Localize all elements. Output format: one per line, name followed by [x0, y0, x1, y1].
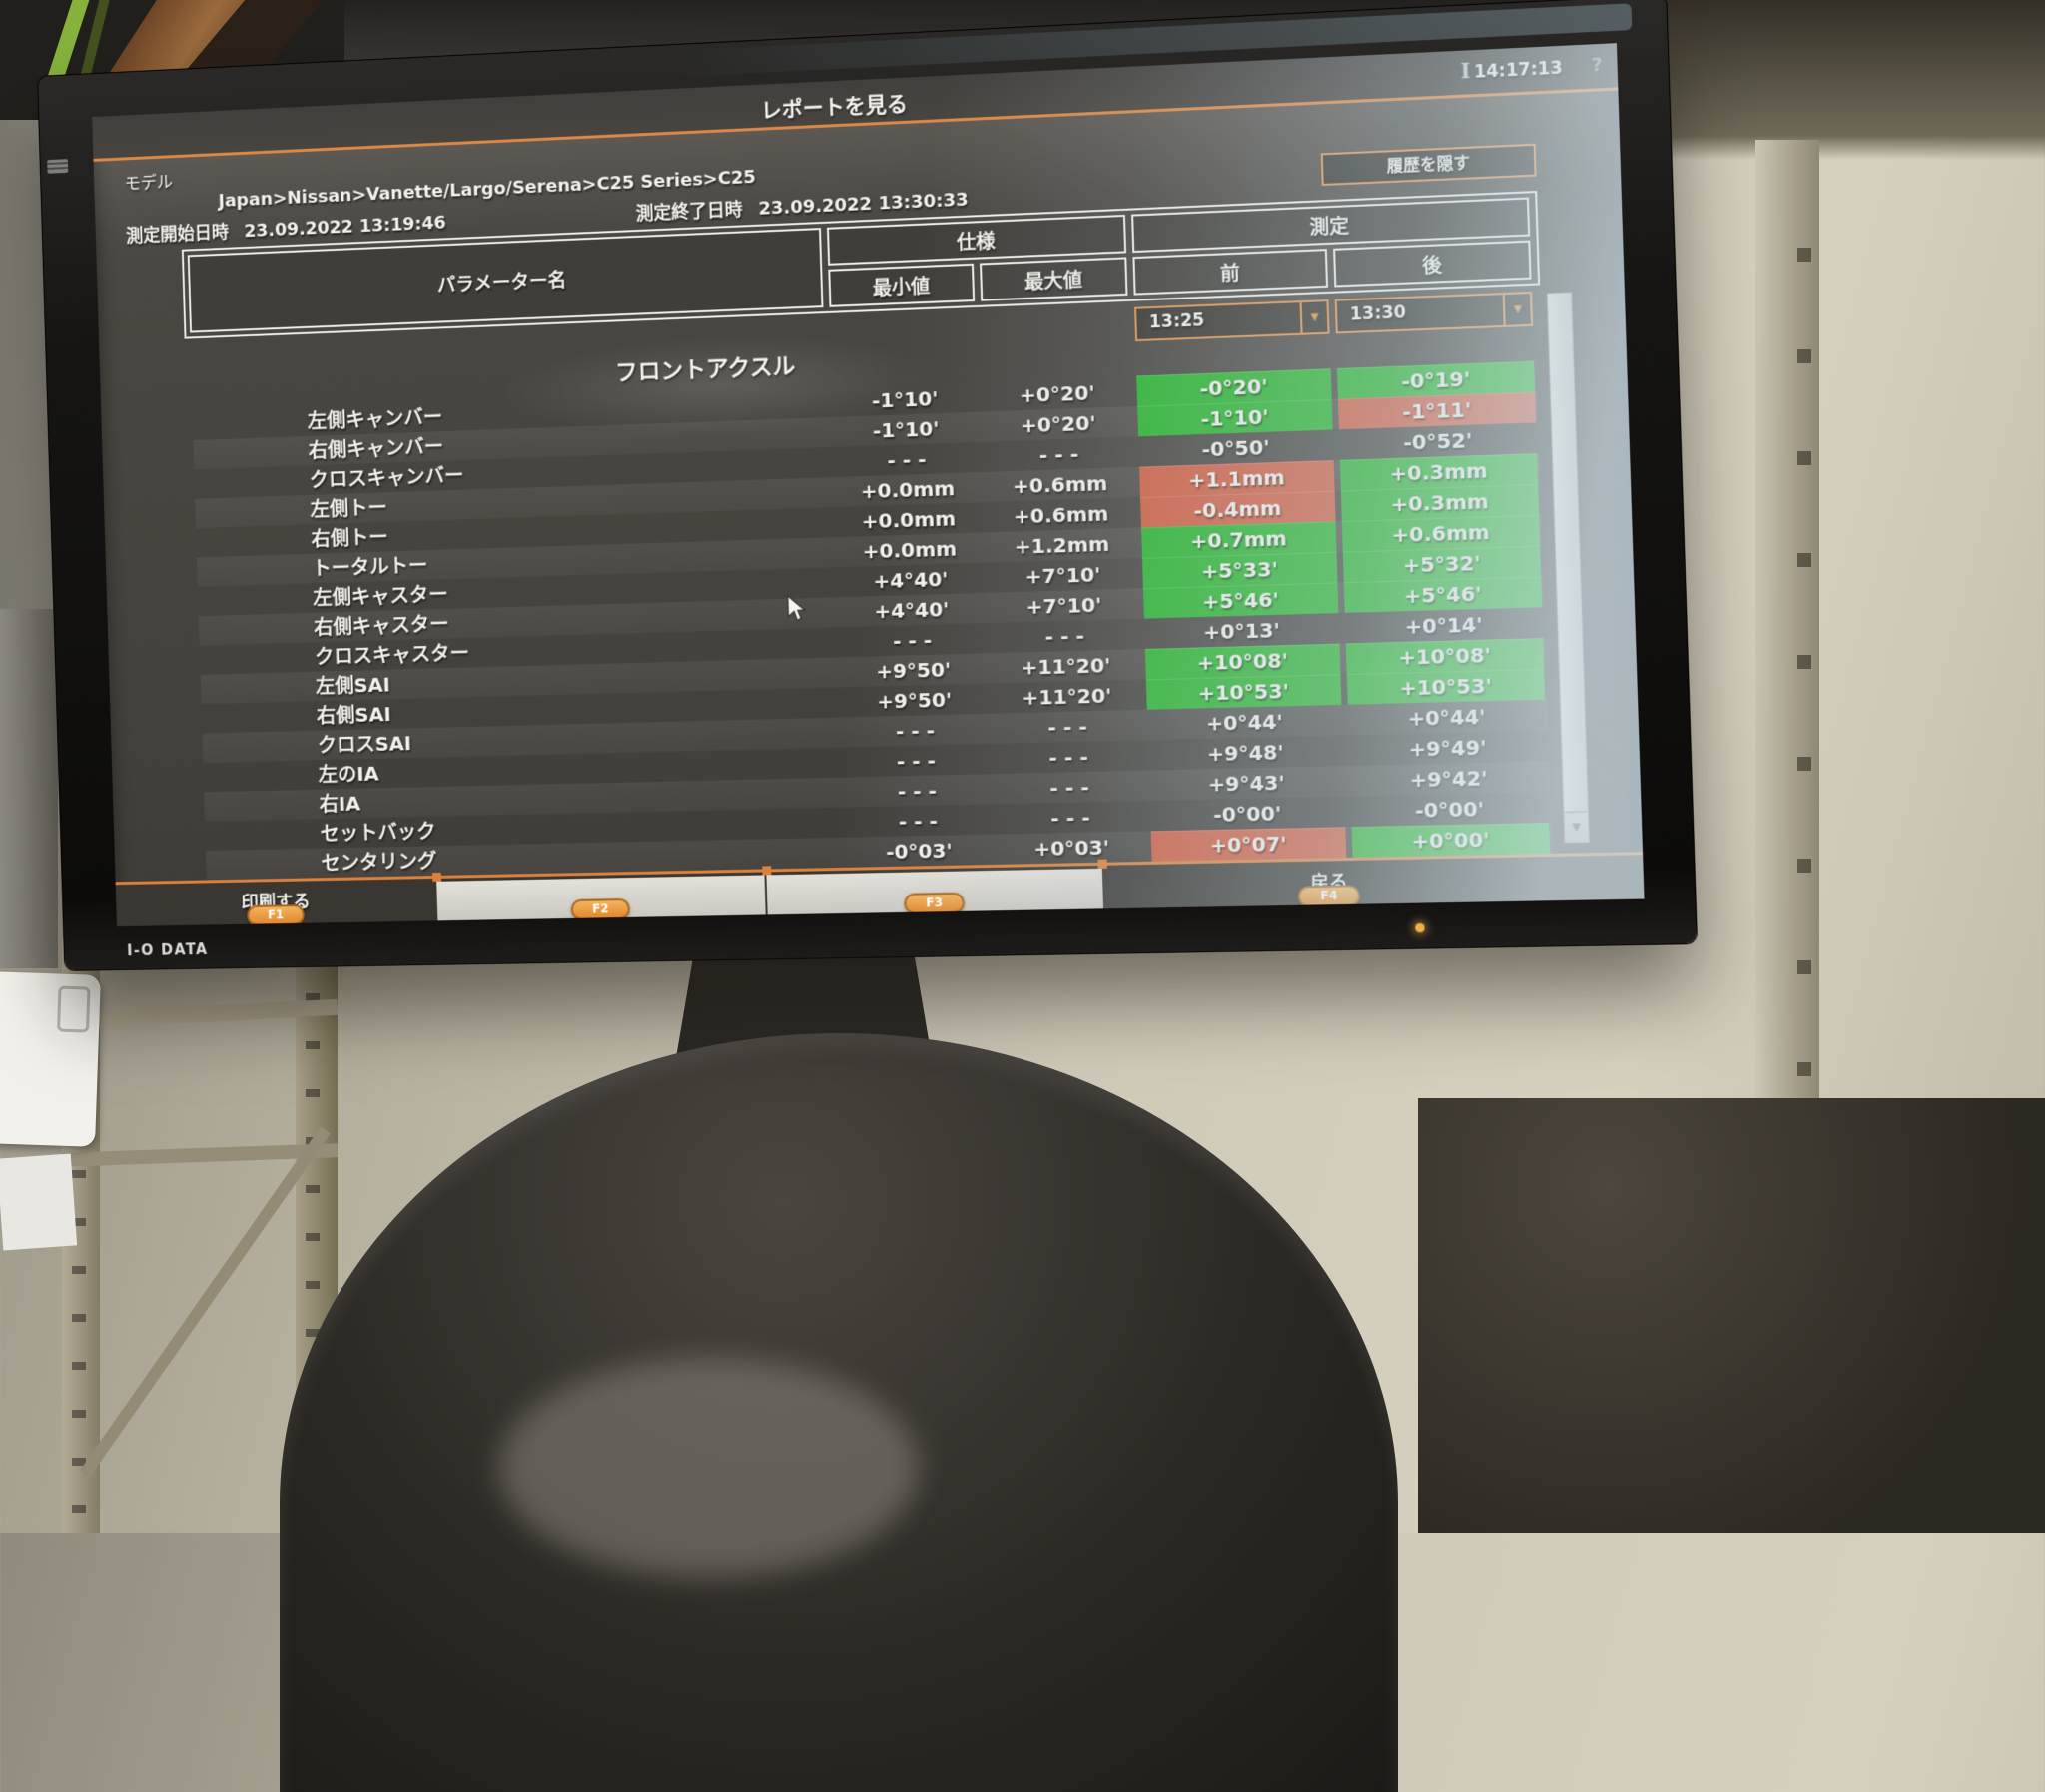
chevron-down-icon[interactable]: ▼ [1503, 294, 1531, 325]
alignment-report-screen: レポートを見る I 14:17:13 ? モデル Japan>Nissan>Va… [92, 43, 1644, 926]
stand-highlight [499, 1358, 919, 1577]
max-value: - - - [996, 771, 1143, 805]
chevron-down-icon[interactable]: ▼ [1300, 301, 1328, 333]
after-value: +0°44' [1348, 700, 1546, 736]
min-value: +0.0mm [835, 472, 982, 507]
model-label: モデル [124, 168, 173, 195]
max-value: +0.6mm [987, 467, 1134, 502]
table-rows: 左側キャンバー -1°10' +0°20' -0°20' -0°19' 右側キャンバー -1… [193, 361, 1553, 881]
max-value: +1.2mm [989, 528, 1136, 563]
wall-panel [0, 609, 58, 968]
before-time-value: 13:25 [1136, 302, 1300, 339]
paper-clip [57, 986, 91, 1033]
min-value: +4°40' [838, 563, 985, 598]
before-value: +9°48' [1148, 735, 1344, 770]
f2-key-badge[interactable]: F2 [571, 898, 631, 920]
start-date-value: 23.09.2022 13:19:46 [244, 213, 446, 243]
hide-history-button[interactable]: 履歴を隠す [1321, 144, 1537, 186]
after-value: +9°42' [1350, 761, 1548, 796]
slot-divider [432, 873, 441, 882]
monitor: レポートを見る I 14:17:13 ? モデル Japan>Nissan>Va… [38, 0, 1697, 970]
bezel-indicator-icon [47, 159, 68, 174]
power-led [1415, 923, 1425, 932]
help-icon[interactable]: ? [1591, 54, 1603, 76]
max-value: +0.6mm [988, 497, 1135, 532]
max-value: +7°10' [989, 558, 1136, 593]
min-value: +9°50' [840, 653, 987, 687]
monitor-brand-logo: I-O DATA [127, 940, 209, 959]
clock: 14:17:13 [1474, 58, 1563, 83]
min-value: +9°50' [841, 684, 988, 718]
start-date-label: 測定開始日時 [126, 222, 229, 247]
before-header: 前 [1132, 249, 1328, 296]
end-date-label: 測定終了日時 [635, 199, 742, 225]
min-value: - - - [842, 714, 989, 748]
max-value: - - - [991, 619, 1138, 653]
before-time-dropdown[interactable]: 13:25 ▼ [1134, 299, 1330, 341]
before-value: +10°53' [1146, 674, 1342, 710]
min-value: +0.0mm [836, 502, 983, 537]
floor-shadow [1418, 1098, 2045, 1533]
max-value: +11°20' [992, 649, 1139, 683]
max-value: - - - [986, 437, 1133, 472]
after-time-value: 13:30 [1337, 295, 1504, 331]
after-value: -0°00' [1351, 792, 1550, 827]
max-value: +7°10' [990, 588, 1137, 623]
end-date-value: 23.09.2022 13:30:33 [758, 189, 969, 219]
min-value-header: 最小値 [828, 264, 975, 307]
spec-header: 仕様 [827, 215, 1126, 266]
min-value: -0°03' [846, 835, 993, 868]
min-value: - - - [845, 804, 992, 837]
paper-sheet [0, 971, 101, 1147]
after-value: +9°49' [1349, 731, 1547, 766]
f1-key-badge[interactable]: F1 [247, 904, 305, 926]
paper-sheet-small [0, 1154, 77, 1251]
min-value: +4°40' [839, 593, 986, 627]
slot-divider [1097, 860, 1106, 869]
before-value: +0°44' [1147, 705, 1343, 740]
scrollbar-down-button[interactable]: ▼ [1564, 812, 1590, 843]
max-value: +11°20' [993, 680, 1140, 714]
after-header: 後 [1333, 241, 1532, 288]
max-value: +0°03' [998, 832, 1145, 865]
after-value: +10°53' [1347, 669, 1545, 705]
f3-key-badge[interactable]: F3 [904, 893, 965, 914]
min-value: - - - [840, 623, 987, 657]
f4-key-badge[interactable]: F4 [1297, 885, 1360, 907]
min-value: - - - [843, 744, 990, 778]
max-value: - - - [997, 801, 1144, 834]
page-title: レポートを見る [93, 53, 1619, 156]
slot-divider [762, 866, 771, 875]
lift-icon: I [1460, 58, 1471, 83]
max-value: - - - [995, 740, 1142, 774]
min-value: +0.0mm [837, 533, 984, 568]
min-value: - - - [834, 442, 981, 477]
max-value-header: 最大値 [980, 257, 1128, 300]
after-time-dropdown[interactable]: 13:30 ▼ [1335, 292, 1533, 334]
after-value: +0°00' [1352, 823, 1551, 858]
before-value: +0°07' [1151, 827, 1347, 861]
scrollbar-track[interactable] [1547, 292, 1589, 812]
param-name-header: パラメーター名 [188, 228, 824, 333]
min-value: - - - [844, 774, 991, 807]
before-value: +9°43' [1149, 766, 1345, 801]
max-value: - - - [994, 710, 1141, 744]
before-value: -0°00' [1150, 797, 1346, 832]
